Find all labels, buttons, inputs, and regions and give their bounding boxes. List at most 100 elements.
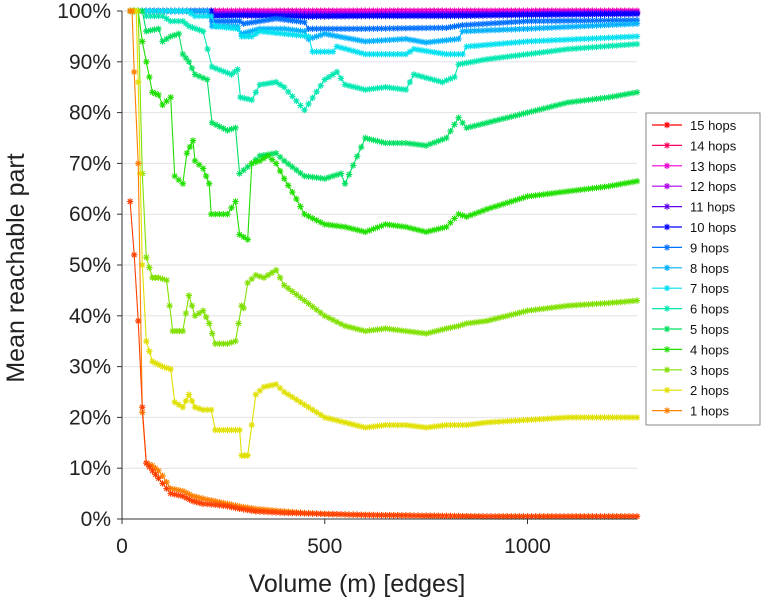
data-point-10-hops-55 <box>345 13 353 20</box>
data-point-6-hops-41 <box>285 88 292 95</box>
data-point-7-hops-115 <box>589 35 596 42</box>
data-point-8-hops-70 <box>410 37 418 44</box>
data-point-9-hops-53 <box>341 25 349 32</box>
data-point-10-hops-44 <box>301 13 308 20</box>
data-point-3-hops-25 <box>212 340 219 347</box>
data-point-3-hops-92 <box>479 318 487 325</box>
data-point-3-hops-84 <box>447 324 454 331</box>
data-point-10-hops-66 <box>390 12 397 20</box>
data-point-3-hops-53 <box>321 312 328 319</box>
data-point-5-hops-98 <box>520 110 527 117</box>
data-point-5-hops-106 <box>552 102 560 109</box>
data-point-3-hops-23 <box>205 320 213 327</box>
data-point-10-hops-99 <box>524 11 531 19</box>
data-point-3-hops-118 <box>585 301 592 308</box>
data-point-7-hops-27 <box>234 25 241 32</box>
legend-item-15-hops: 15 hops <box>652 118 737 133</box>
data-point-1-hops-base-113 <box>577 513 584 520</box>
data-point-2-hops-55 <box>329 416 337 423</box>
data-point-10-hops-102 <box>536 11 543 19</box>
data-point-3-hops-24 <box>209 330 216 337</box>
data-point-10-hops-72 <box>414 12 422 20</box>
data-point-3-hops-73 <box>402 327 410 335</box>
data-point-2-hops-107 <box>540 415 547 423</box>
data-point-9-hops-106 <box>556 17 564 25</box>
data-point-4-hops-87 <box>467 212 474 219</box>
data-point-7-hops-66 <box>390 50 397 58</box>
data-point-6-hops-4 <box>143 12 150 20</box>
legend-item-5-hops: 5 hops <box>652 322 730 337</box>
data-point-5-hops-115 <box>589 96 596 103</box>
data-point-1-hops-base-103 <box>536 513 543 520</box>
data-point-9-hops-120 <box>613 17 620 24</box>
data-point-8-hops-43 <box>301 28 308 35</box>
data-point-2-hops-3 <box>135 78 142 86</box>
data-point-1-hops-base-42 <box>289 509 296 517</box>
data-point-6-hops-105 <box>544 48 551 55</box>
data-point-7-hops-33 <box>256 28 264 35</box>
data-point-5-hops-27 <box>232 124 239 132</box>
data-point-5-hops-13 <box>179 50 187 58</box>
data-point-2-hops-40 <box>268 382 276 389</box>
legend-marker-7-hops <box>663 285 671 292</box>
data-point-2-hops-22 <box>199 406 207 413</box>
data-point-9-hops-40 <box>289 17 296 24</box>
data-point-10-hops-28 <box>236 12 243 19</box>
data-point-3-hops-91 <box>475 318 483 326</box>
data-point-6-hops-27 <box>231 68 238 76</box>
data-point-7-hops-95 <box>508 39 515 47</box>
data-point-5-hops-125 <box>629 89 637 97</box>
data-point-1-hops-base-40 <box>281 509 288 517</box>
data-point-2-hops-14 <box>171 398 178 406</box>
data-point-5-hops-25 <box>224 127 231 134</box>
data-point-2-hops-36 <box>252 391 260 398</box>
data-point-9-hops-58 <box>362 25 369 32</box>
data-point-9-hops-37 <box>276 15 284 23</box>
data-point-7-hops-58 <box>358 49 365 57</box>
data-point-4-hops-46 <box>301 211 308 218</box>
legend-marker-13-hops <box>663 162 671 169</box>
data-point-4-hops-50 <box>317 219 324 226</box>
data-point-2-hops-108 <box>544 415 551 422</box>
data-point-8-hops-31 <box>253 26 260 33</box>
data-point-6-hops-101 <box>528 50 535 57</box>
data-point-1-hops-base-91 <box>487 513 495 520</box>
legend-marker-1-hops <box>663 407 671 414</box>
data-point-5-hops-102 <box>536 106 543 113</box>
data-point-8-hops-54 <box>345 35 353 42</box>
data-point-2-hops-126 <box>617 414 624 421</box>
data-point-1-hops-base-33 <box>252 508 260 515</box>
data-point-5-hops-109 <box>564 99 572 106</box>
legend-item-13-hops: 13 hops <box>652 159 737 174</box>
data-point-2-hops-95 <box>491 418 499 426</box>
data-point-6-hops-119 <box>601 43 608 50</box>
data-point-1-hops-base-125 <box>625 513 633 520</box>
data-point-5-hops-40 <box>285 160 292 168</box>
data-point-6-hops-79 <box>439 78 446 86</box>
data-point-9-hops-90 <box>491 19 499 27</box>
data-point-2-hops-23 <box>203 406 211 413</box>
data-point-4-hops-65 <box>378 222 385 230</box>
data-point-3-hops-27 <box>220 340 227 347</box>
data-point-3-hops-107 <box>540 305 547 312</box>
data-point-4-hops-7 <box>152 90 159 97</box>
data-point-4-hops-38 <box>268 156 276 163</box>
data-point-1-hops-base-88 <box>475 513 483 520</box>
data-point-4-hops-45 <box>297 203 304 210</box>
data-point-4-hops-93 <box>491 203 499 210</box>
data-point-7-hops-71 <box>410 45 418 53</box>
data-point-8-hops-71 <box>414 37 422 45</box>
data-point-2-hops-130 <box>633 414 641 421</box>
data-point-6-hops-65 <box>382 84 389 91</box>
data-point-3-hops-52 <box>317 309 324 316</box>
data-point-6-hops-17 <box>192 25 200 32</box>
data-point-4-hops-76 <box>422 228 430 236</box>
data-point-1-hops-base-63 <box>374 511 381 519</box>
data-point-5-hops-108 <box>560 100 568 107</box>
data-point-3-hops-78 <box>422 330 430 337</box>
y-tick-label-3: 30% <box>69 356 111 379</box>
data-point-7-hops-107 <box>556 36 564 44</box>
data-point-1-hops-base-16 <box>186 496 193 503</box>
data-point-9-hops-99 <box>528 17 535 25</box>
data-point-9-hops-74 <box>426 24 434 32</box>
